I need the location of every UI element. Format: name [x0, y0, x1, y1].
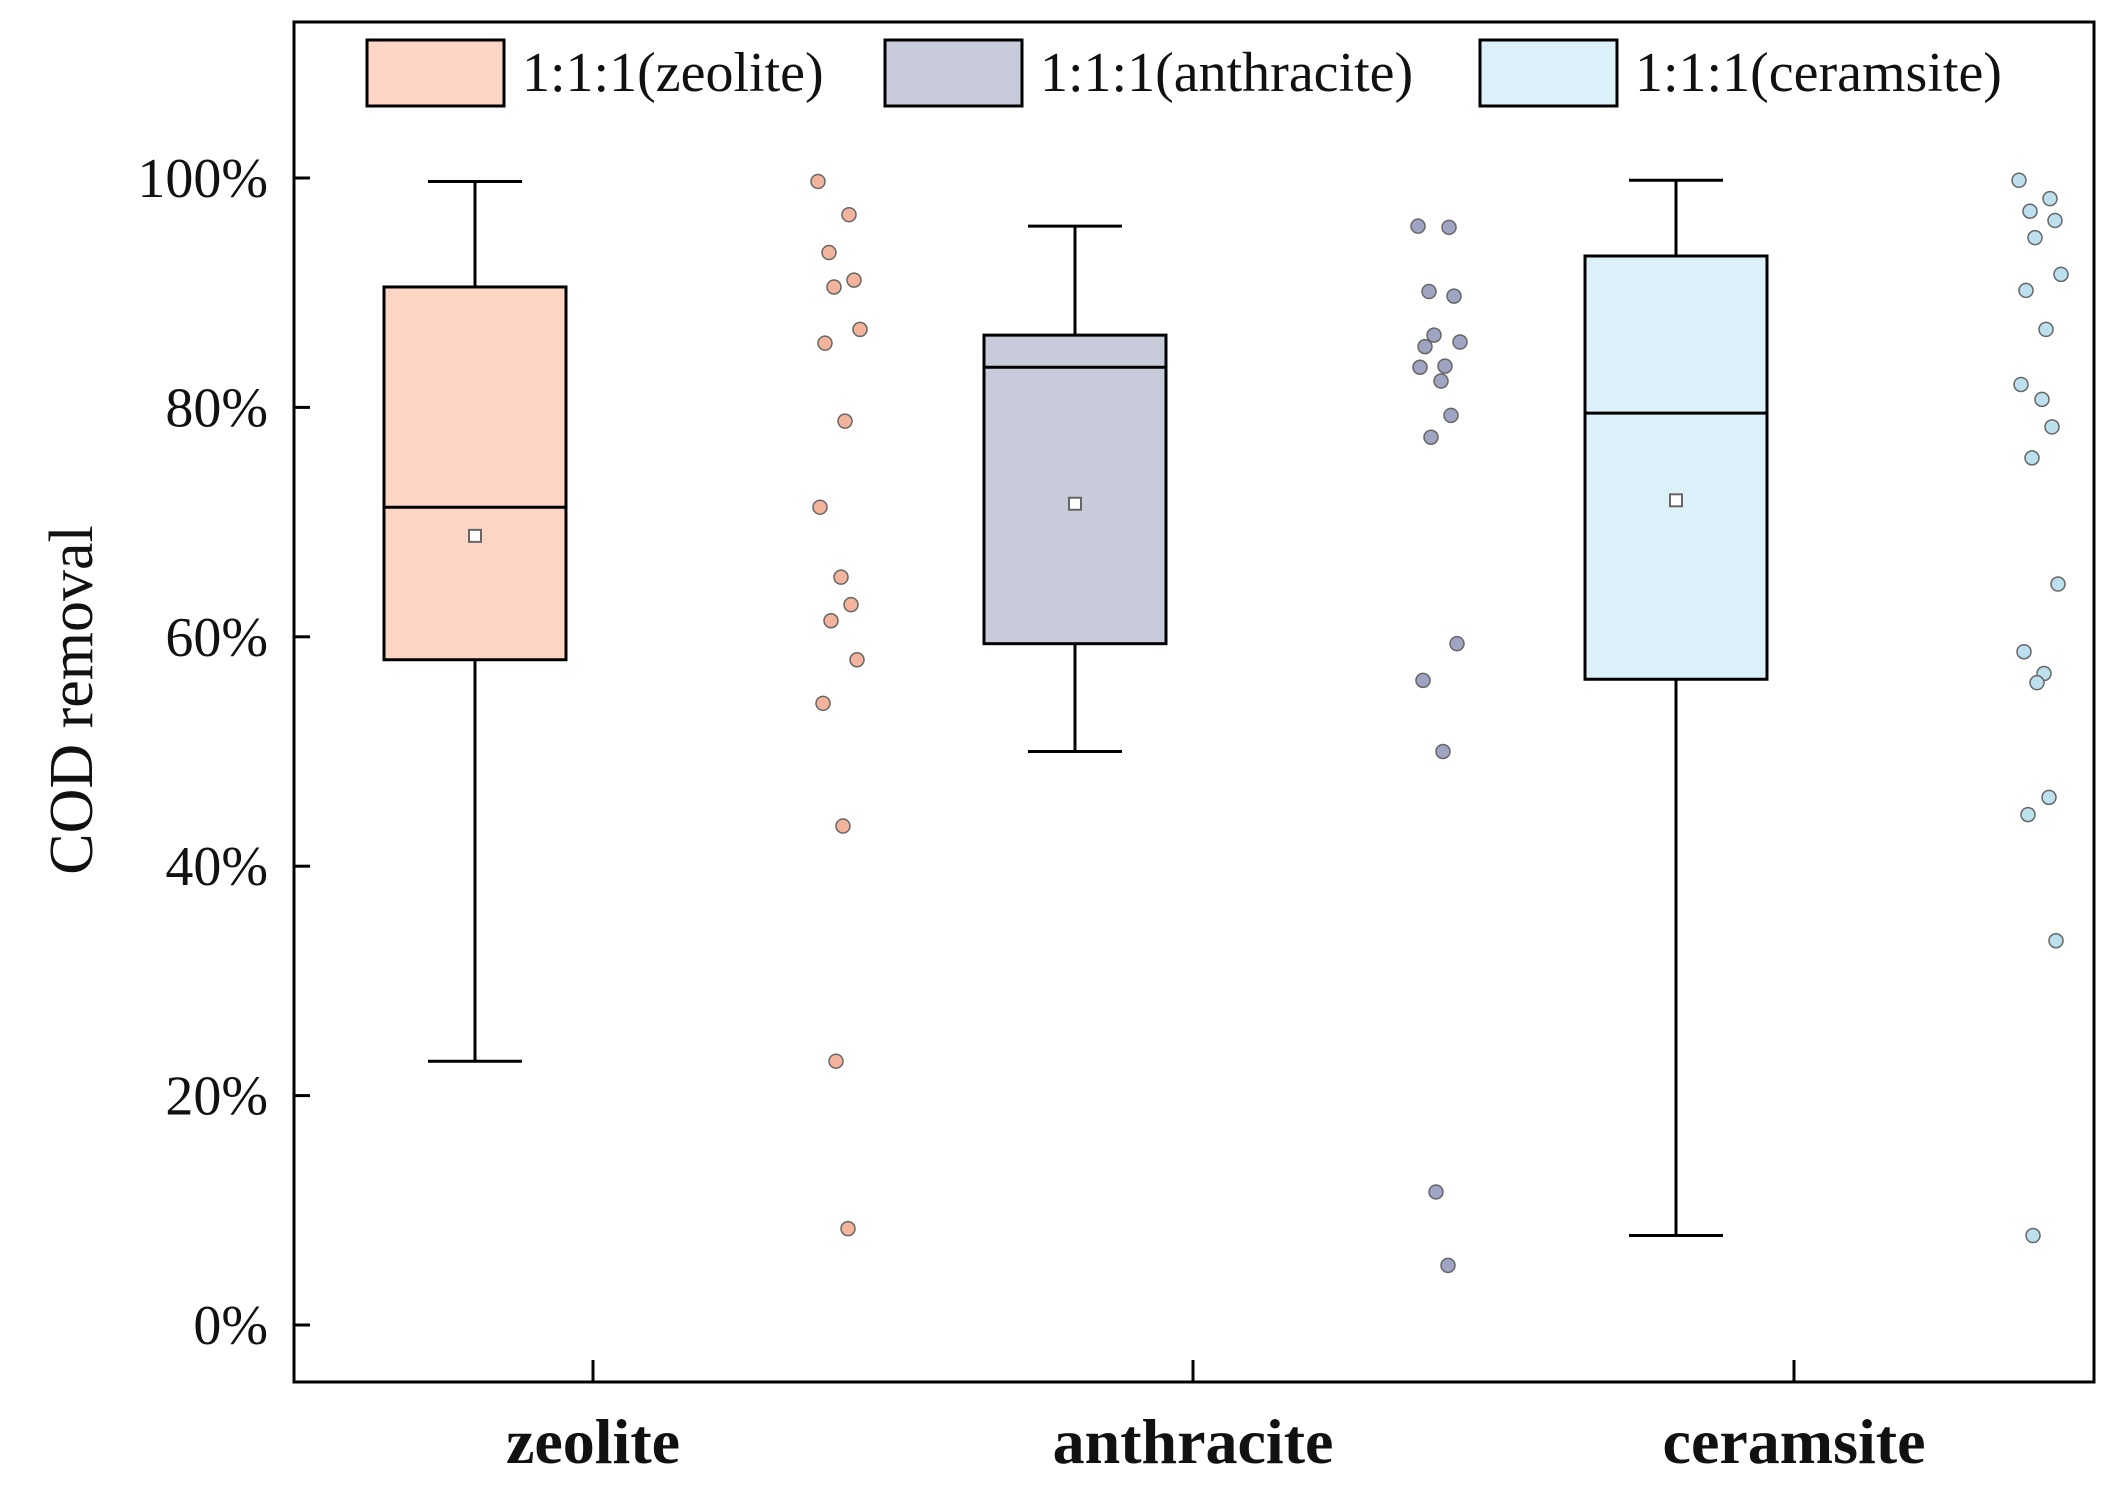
y-tick-label: 60% — [165, 607, 268, 669]
y-tick-label: 100% — [137, 148, 268, 210]
data-point-anthracite — [1441, 219, 1457, 236]
y-axis: 0% 20% 40% 60% 80% 100% — [137, 148, 310, 1357]
data-point-ceramsite — [2044, 419, 2060, 435]
data-point-ceramsite — [2020, 806, 2036, 823]
data-point-anthracite — [1417, 338, 1433, 355]
legend-label: 1:1:1(anthracite) — [1040, 42, 1413, 104]
box-anthracite — [982, 224, 1168, 753]
data-point-anthracite — [1443, 407, 1459, 424]
data-point-anthracite — [1410, 218, 1426, 234]
legend-swatch — [1478, 38, 1619, 108]
x-category-label: anthracite — [1053, 1406, 1334, 1477]
data-point-ceramsite — [2050, 576, 2066, 592]
data-point-anthracite — [1437, 358, 1453, 374]
data-point-zeolite — [849, 651, 865, 668]
interquartile-box — [982, 333, 1168, 646]
data-point-zeolite — [823, 612, 839, 629]
data-point-ceramsite — [2018, 282, 2034, 299]
data-point-ceramsite — [2024, 450, 2040, 466]
data-point-ceramsite — [2027, 229, 2043, 246]
data-point-zeolite — [841, 206, 857, 223]
data-point-anthracite — [1423, 429, 1439, 445]
data-point-zeolite — [821, 244, 837, 261]
legend-swatch — [883, 38, 1024, 108]
y-tick-label: 20% — [165, 1066, 268, 1128]
x-category-label: zeolite — [506, 1406, 680, 1477]
data-point-zeolite — [852, 321, 868, 338]
data-point-anthracite — [1415, 672, 1431, 689]
data-point-ceramsite — [2041, 789, 2057, 806]
box-series — [382, 178, 1769, 1238]
legend-item: 1:1:1(ceramsite) — [1478, 38, 2002, 108]
legend-label: 1:1:1(zeolite) — [522, 42, 824, 104]
data-point-anthracite — [1449, 635, 1465, 652]
data-point-ceramsite — [2034, 391, 2050, 408]
data-point-ceramsite — [2022, 203, 2038, 220]
y-tick-label: 80% — [165, 377, 268, 439]
legend-label: 1:1:1(ceramsite) — [1635, 42, 2002, 104]
legend-swatch — [365, 38, 506, 108]
data-point-anthracite — [1421, 283, 1437, 300]
data-point-zeolite — [846, 272, 862, 288]
box-ceramsite — [1583, 178, 1769, 1238]
data-point-ceramsite — [2048, 933, 2064, 949]
data-point-zeolite — [815, 695, 831, 712]
data-point-ceramsite — [2047, 212, 2063, 229]
legend: 1:1:1(zeolite) 1:1:1(anthracite) 1:1:1(cer… — [365, 38, 2002, 108]
box-zeolite — [382, 179, 568, 1063]
data-point-ceramsite — [2016, 643, 2032, 660]
y-tick-label: 40% — [165, 836, 268, 898]
data-point-zeolite — [835, 818, 851, 834]
data-point-ceramsite — [2053, 266, 2069, 283]
data-point-anthracite — [1446, 288, 1462, 304]
data-point-zeolite — [833, 569, 849, 585]
data-point-zeolite — [812, 499, 828, 515]
y-tick-label: 0% — [193, 1295, 268, 1357]
data-point-anthracite — [1428, 1184, 1444, 1200]
data-point-anthracite — [1433, 373, 1449, 389]
mean-marker — [1068, 496, 1082, 511]
y-axis-label: COD removal — [38, 525, 106, 875]
plot-frame — [292, 20, 2096, 1384]
data-point-anthracite — [1452, 334, 1468, 350]
legend-item: 1:1:1(zeolite) — [365, 38, 824, 108]
data-point-zeolite — [810, 173, 826, 190]
data-point-zeolite — [828, 1053, 844, 1069]
data-point-ceramsite — [2029, 674, 2045, 691]
data-point-anthracite — [1412, 359, 1428, 376]
x-axis: zeolite anthracite ceramsite — [506, 1360, 1926, 1477]
data-points — [810, 172, 2069, 1274]
data-point-zeolite — [826, 279, 842, 295]
data-point-zeolite — [840, 1220, 856, 1237]
data-point-anthracite — [1426, 327, 1442, 343]
interquartile-box — [382, 285, 568, 662]
data-point-anthracite — [1435, 743, 1451, 760]
mean-marker — [468, 528, 482, 543]
data-point-ceramsite — [2038, 321, 2054, 338]
data-point-zeolite — [837, 413, 853, 429]
mean-marker — [1669, 493, 1683, 508]
data-point-ceramsite — [2042, 190, 2058, 207]
legend-item: 1:1:1(anthracite) — [883, 38, 1413, 108]
data-point-zeolite — [843, 596, 859, 613]
data-point-anthracite — [1440, 1257, 1456, 1274]
data-point-ceramsite — [2013, 376, 2029, 393]
interquartile-box — [1583, 254, 1769, 681]
x-category-label: ceramsite — [1663, 1406, 1926, 1477]
data-point-ceramsite — [2011, 172, 2027, 189]
data-point-zeolite — [817, 335, 833, 351]
data-point-ceramsite — [2025, 1227, 2041, 1244]
